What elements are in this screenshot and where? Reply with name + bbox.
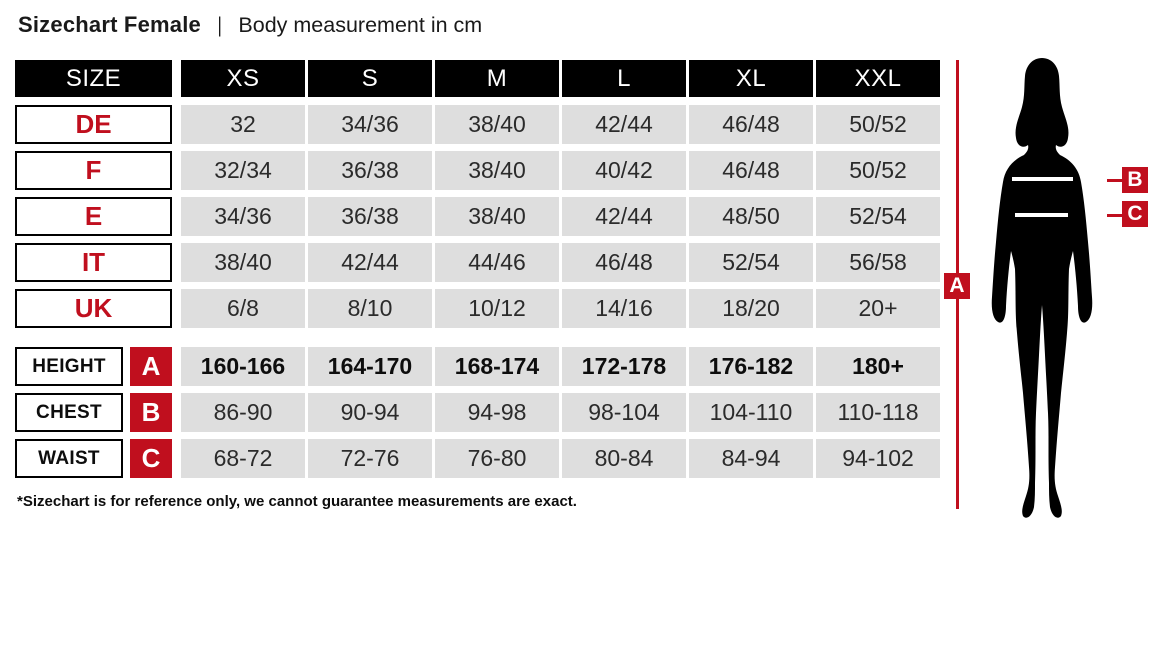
table-cell: 38/40 — [435, 151, 559, 190]
figure-marker-b: B — [1122, 167, 1148, 193]
table-cell: 90-94 — [308, 393, 432, 432]
table-cell: 38/40 — [181, 243, 305, 282]
table-cell: 18/20 — [689, 289, 813, 328]
figure-marker-c: C — [1122, 201, 1148, 227]
table-cell: 14/16 — [562, 289, 686, 328]
table-cell: 32 — [181, 105, 305, 144]
table-cell: 42/44 — [308, 243, 432, 282]
row-label-height: HEIGHT — [15, 347, 123, 386]
table-cell: 8/10 — [308, 289, 432, 328]
row-label-it: IT — [15, 243, 172, 282]
table-cell: 84-94 — [689, 439, 813, 478]
row-label-e: E — [15, 197, 172, 236]
table-row-waist: WAIST C 68-72 72-76 76-80 80-84 84-94 94-102 — [15, 439, 945, 478]
table-cell: 40/42 — [562, 151, 686, 190]
table-cell: 10/12 — [435, 289, 559, 328]
column-header-s: S — [308, 60, 432, 97]
size-header-cell: SIZE — [15, 60, 172, 97]
column-header-m: M — [435, 60, 559, 97]
table-cell: 38/40 — [435, 105, 559, 144]
table-cell: 38/40 — [435, 197, 559, 236]
header-row: SIZE XS S M L XL XXL — [15, 60, 945, 97]
row-label-cluster-chest: CHEST B — [15, 393, 172, 432]
table-cell: 52/54 — [689, 243, 813, 282]
female-silhouette — [991, 58, 1093, 518]
figure-marker-b-pointer — [1107, 179, 1123, 182]
table-row-e: E 34/36 36/38 38/40 42/44 48/50 52/54 — [15, 197, 945, 236]
table-cell: 36/38 — [308, 151, 432, 190]
table-row-uk: UK 6/8 8/10 10/12 14/16 18/20 20+ — [15, 289, 945, 328]
table-cell: 172-178 — [562, 347, 686, 386]
table-cell: 50/52 — [816, 151, 940, 190]
table-cell: 34/36 — [308, 105, 432, 144]
title-separator: | — [217, 14, 222, 37]
table-cell: 168-174 — [435, 347, 559, 386]
table-cell: 68-72 — [181, 439, 305, 478]
table-row-height: HEIGHT A 160-166 164-170 168-174 172-178 176-1… — [15, 347, 945, 386]
page-title: Sizechart Female | Body measurement in c… — [18, 12, 482, 38]
figure-marker-c-pointer — [1107, 214, 1123, 217]
table-cell: 94-102 — [816, 439, 940, 478]
table-cell: 94-98 — [435, 393, 559, 432]
table-cell: 42/44 — [562, 197, 686, 236]
table-cell: 80-84 — [562, 439, 686, 478]
title-subtitle: Body measurement in cm — [238, 13, 483, 37]
column-header-xs: XS — [181, 60, 305, 97]
table-cell: 50/52 — [816, 105, 940, 144]
table-cell: 56/58 — [816, 243, 940, 282]
sizechart-table: SIZE XS S M L XL XXL DE 32 34/36 38/40 42/44 46/48 50… — [15, 60, 945, 485]
table-cell: 42/44 — [562, 105, 686, 144]
table-row-f: F 32/34 36/38 38/40 40/42 46/48 50/52 — [15, 151, 945, 190]
table-cell: 52/54 — [816, 197, 940, 236]
figure-marker-a: A — [944, 273, 970, 299]
row-label-waist: WAIST — [15, 439, 123, 478]
row-label-cluster-waist: WAIST C — [15, 439, 172, 478]
row-label-de: DE — [15, 105, 172, 144]
table-cell: 46/48 — [689, 151, 813, 190]
table-cell: 32/34 — [181, 151, 305, 190]
row-label-uk: UK — [15, 289, 172, 328]
table-cell: 110-118 — [816, 393, 940, 432]
table-cell: 72-76 — [308, 439, 432, 478]
table-cell: 160-166 — [181, 347, 305, 386]
table-cell: 76-80 — [435, 439, 559, 478]
row-label-f: F — [15, 151, 172, 190]
table-cell: 36/38 — [308, 197, 432, 236]
marker-badge-b: B — [130, 393, 172, 432]
waist-measure-line — [1015, 213, 1068, 217]
table-cell: 20+ — [816, 289, 940, 328]
table-cell: 6/8 — [181, 289, 305, 328]
table-row-de: DE 32 34/36 38/40 42/44 46/48 50/52 — [15, 105, 945, 144]
table-cell: 46/48 — [689, 105, 813, 144]
table-cell: 34/36 — [181, 197, 305, 236]
marker-badge-a: A — [130, 347, 172, 386]
table-cell: 180+ — [816, 347, 940, 386]
row-label-cluster-height: HEIGHT A — [15, 347, 172, 386]
table-row-chest: CHEST B 86-90 90-94 94-98 98-104 104-110 110-11… — [15, 393, 945, 432]
table-row-it: IT 38/40 42/44 44/46 46/48 52/54 56/58 — [15, 243, 945, 282]
footnote-text: *Sizechart is for reference only, we can… — [17, 493, 577, 510]
column-header-xl: XL — [689, 60, 813, 97]
table-cell: 164-170 — [308, 347, 432, 386]
table-cell: 86-90 — [181, 393, 305, 432]
table-cell: 98-104 — [562, 393, 686, 432]
title-main: Sizechart Female — [18, 12, 201, 37]
column-header-l: L — [562, 60, 686, 97]
table-cell: 48/50 — [689, 197, 813, 236]
column-header-xxl: XXL — [816, 60, 940, 97]
table-cell: 104-110 — [689, 393, 813, 432]
table-cell: 176-182 — [689, 347, 813, 386]
marker-badge-c: C — [130, 439, 172, 478]
chest-measure-line — [1012, 177, 1073, 181]
table-cell: 46/48 — [562, 243, 686, 282]
row-label-chest: CHEST — [15, 393, 123, 432]
table-cell: 44/46 — [435, 243, 559, 282]
